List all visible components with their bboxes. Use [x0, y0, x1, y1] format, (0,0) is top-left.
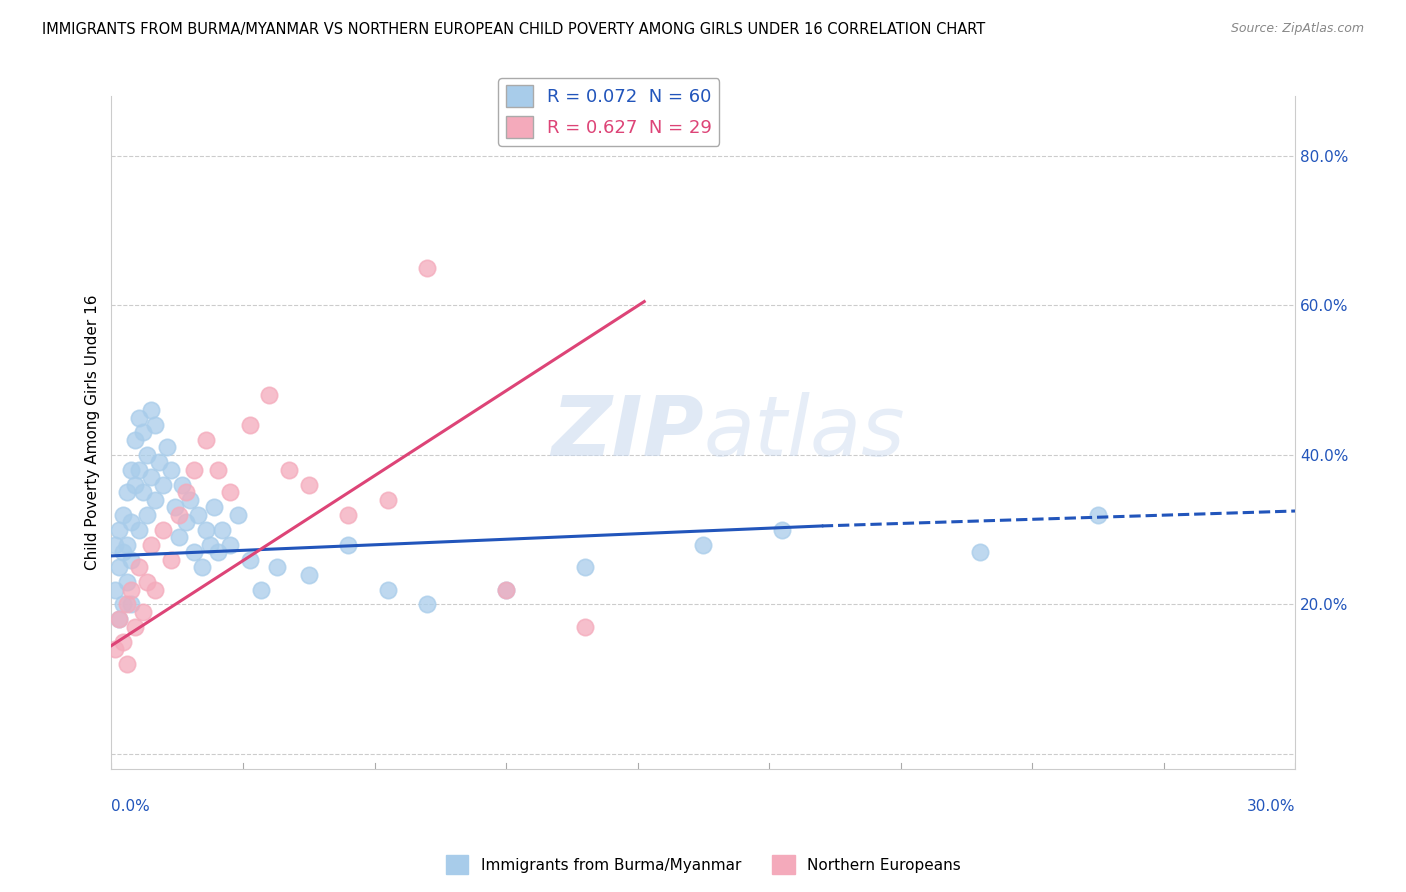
Point — [115, 598, 138, 612]
Point — [112, 545, 135, 559]
Point — [115, 485, 138, 500]
Point — [115, 538, 138, 552]
Point — [136, 448, 159, 462]
Point — [120, 515, 142, 529]
Point — [128, 410, 150, 425]
Legend: R = 0.072  N = 60, R = 0.627  N = 29: R = 0.072 N = 60, R = 0.627 N = 29 — [498, 78, 718, 145]
Text: 30.0%: 30.0% — [1247, 799, 1295, 814]
Point — [377, 582, 399, 597]
Point — [139, 470, 162, 484]
Point — [218, 485, 240, 500]
Point — [202, 500, 225, 515]
Point — [143, 417, 166, 432]
Point — [969, 545, 991, 559]
Point — [120, 582, 142, 597]
Point — [132, 485, 155, 500]
Point — [128, 463, 150, 477]
Point — [124, 478, 146, 492]
Point — [115, 575, 138, 590]
Point — [337, 538, 360, 552]
Point — [226, 508, 249, 522]
Point — [120, 463, 142, 477]
Point — [167, 530, 190, 544]
Point — [416, 598, 439, 612]
Text: ZIP: ZIP — [551, 392, 703, 473]
Point — [163, 500, 186, 515]
Point — [108, 560, 131, 574]
Point — [238, 417, 260, 432]
Legend: Immigrants from Burma/Myanmar, Northern Europeans: Immigrants from Burma/Myanmar, Northern … — [440, 849, 966, 880]
Point — [207, 463, 229, 477]
Point — [183, 463, 205, 477]
Point — [159, 463, 181, 477]
Point — [198, 538, 221, 552]
Point — [152, 478, 174, 492]
Point — [172, 478, 194, 492]
Point — [298, 478, 321, 492]
Point — [104, 582, 127, 597]
Point — [124, 433, 146, 447]
Point — [167, 508, 190, 522]
Point — [211, 523, 233, 537]
Text: IMMIGRANTS FROM BURMA/MYANMAR VS NORTHERN EUROPEAN CHILD POVERTY AMONG GIRLS UND: IMMIGRANTS FROM BURMA/MYANMAR VS NORTHER… — [42, 22, 986, 37]
Text: atlas: atlas — [703, 392, 905, 473]
Point — [108, 523, 131, 537]
Point — [176, 485, 198, 500]
Point — [112, 635, 135, 649]
Point — [139, 538, 162, 552]
Point — [416, 260, 439, 275]
Point — [495, 582, 517, 597]
Point — [128, 523, 150, 537]
Point — [104, 642, 127, 657]
Point — [112, 508, 135, 522]
Point — [143, 582, 166, 597]
Point — [195, 523, 218, 537]
Text: Source: ZipAtlas.com: Source: ZipAtlas.com — [1230, 22, 1364, 36]
Point — [128, 560, 150, 574]
Point — [574, 620, 596, 634]
Point — [195, 433, 218, 447]
Point — [112, 598, 135, 612]
Point — [250, 582, 273, 597]
Y-axis label: Child Poverty Among Girls Under 16: Child Poverty Among Girls Under 16 — [86, 294, 100, 570]
Point — [278, 463, 301, 477]
Text: 0.0%: 0.0% — [111, 799, 150, 814]
Point — [136, 508, 159, 522]
Point — [187, 508, 209, 522]
Point — [266, 560, 288, 574]
Point — [218, 538, 240, 552]
Point — [1087, 508, 1109, 522]
Point — [337, 508, 360, 522]
Point — [156, 441, 179, 455]
Point — [152, 523, 174, 537]
Point — [179, 492, 201, 507]
Point — [176, 515, 198, 529]
Point — [574, 560, 596, 574]
Point — [692, 538, 714, 552]
Point — [120, 598, 142, 612]
Point — [120, 552, 142, 566]
Point — [207, 545, 229, 559]
Point — [495, 582, 517, 597]
Point — [108, 612, 131, 626]
Point — [108, 612, 131, 626]
Point — [136, 575, 159, 590]
Point — [377, 492, 399, 507]
Point — [148, 455, 170, 469]
Point — [115, 657, 138, 672]
Point — [139, 403, 162, 417]
Point — [143, 492, 166, 507]
Point — [132, 425, 155, 440]
Point — [183, 545, 205, 559]
Point — [104, 538, 127, 552]
Point — [298, 567, 321, 582]
Point — [259, 388, 281, 402]
Point — [770, 523, 793, 537]
Point — [191, 560, 214, 574]
Point — [159, 552, 181, 566]
Point — [124, 620, 146, 634]
Point — [238, 552, 260, 566]
Point — [132, 605, 155, 619]
